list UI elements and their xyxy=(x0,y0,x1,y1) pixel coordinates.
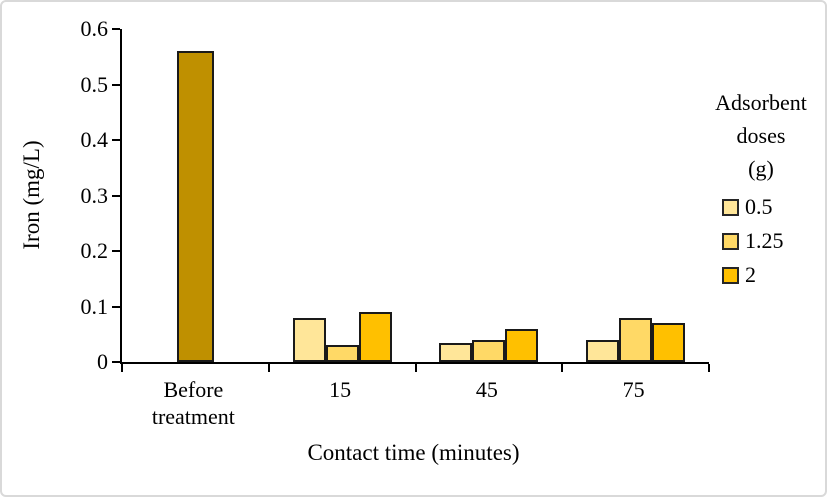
legend-items: 0.5 1.25 2 xyxy=(702,194,820,287)
legend-title-line: (g) xyxy=(748,156,774,181)
bar xyxy=(586,340,620,362)
x-category-label: 45 xyxy=(475,377,498,402)
legend-title: Adsorbent doses (g) xyxy=(702,86,820,185)
x-axis-title: Contact time (minutes) xyxy=(307,440,520,465)
legend-title-line: Adsorbent xyxy=(715,90,807,115)
legend-item-label: 0.5 xyxy=(745,194,773,219)
bar xyxy=(439,343,473,362)
legend-title-line: doses xyxy=(736,123,786,148)
bar xyxy=(619,318,653,362)
x-category-label: 15 xyxy=(329,377,352,402)
legend-item-label: 2 xyxy=(745,262,756,287)
bar xyxy=(472,340,506,362)
x-category-label: Before treatment xyxy=(151,377,235,429)
bar xyxy=(358,312,392,362)
legend-swatch xyxy=(722,232,739,250)
legend: Adsorbent doses (g) 0.5 1.25 2 xyxy=(702,86,820,297)
y-tick-label: 0.4 xyxy=(80,127,109,152)
legend-swatch xyxy=(722,266,739,284)
y-tick-mark xyxy=(112,305,120,308)
bar xyxy=(176,51,214,362)
legend-item-label: 1.25 xyxy=(745,228,784,253)
legend-item: 2 xyxy=(722,262,820,287)
y-axis-title: Iron (mg/L) xyxy=(19,140,44,250)
x-tick-mark xyxy=(708,364,710,372)
y-tick-label: 0.3 xyxy=(80,182,109,208)
bar-group xyxy=(269,29,416,362)
y-tick-label: 0 xyxy=(97,349,108,374)
y-tick-mark xyxy=(112,250,120,252)
y-tick-mark xyxy=(112,194,120,197)
x-category-label: 75 xyxy=(622,377,645,402)
y-tick-label: 0.5 xyxy=(80,71,109,97)
y-tick-mark xyxy=(112,361,120,363)
bar xyxy=(505,329,539,362)
x-tick-mark xyxy=(561,364,563,372)
bar xyxy=(652,323,686,362)
legend-item: 0.5 xyxy=(722,194,820,219)
x-axis-category-labels: Before treatment 15 45 75 xyxy=(120,376,707,430)
bar xyxy=(292,318,326,362)
y-tick-label: 0.1 xyxy=(80,293,109,319)
y-tick-label: 0.2 xyxy=(80,238,109,263)
bar-group xyxy=(122,29,269,362)
y-tick-mark xyxy=(112,83,120,86)
legend-swatch xyxy=(722,198,739,216)
legend-item: 1.25 xyxy=(722,228,820,253)
bar-group xyxy=(562,29,709,362)
plot-area: 0 0.1 0.2 0.3 0.4 0.5 0.6 xyxy=(81,16,710,374)
y-tick-mark xyxy=(112,28,120,30)
x-tick-mark xyxy=(121,364,123,372)
bar xyxy=(325,345,359,362)
y-tick-label: 0.6 xyxy=(80,16,109,41)
y-tick-mark xyxy=(112,139,120,141)
bars-row xyxy=(122,29,709,362)
bar-group xyxy=(416,29,563,362)
x-tick-mark xyxy=(268,364,270,372)
x-tick-mark xyxy=(415,364,417,372)
